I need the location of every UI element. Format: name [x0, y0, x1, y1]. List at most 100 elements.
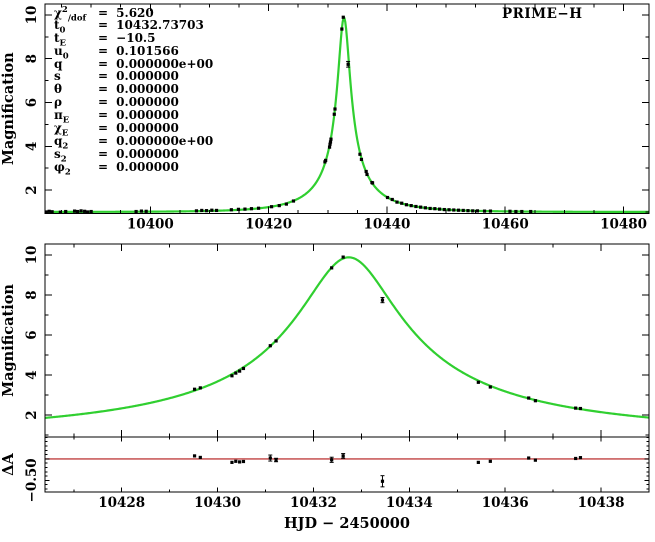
data-point	[527, 396, 531, 400]
data-point	[520, 209, 524, 214]
y-tick-label: 10	[24, 246, 40, 265]
data-point	[340, 27, 344, 31]
y-tick-label: 8	[24, 290, 40, 299]
data-point	[476, 460, 480, 464]
parameter-value: 0.000000	[112, 69, 179, 84]
equals-sign: =	[98, 133, 109, 148]
x-tick-label: 10400	[127, 217, 174, 233]
data-point	[50, 210, 54, 214]
res-data-points	[192, 453, 583, 488]
parameter-value: 10432.73703	[112, 17, 204, 32]
x-axis-title: HJD − 2450000	[284, 515, 410, 532]
data-point	[284, 202, 288, 206]
parameter-value: 0.000000	[112, 146, 179, 161]
parameter-symbol: χ2/dof	[54, 5, 87, 24]
fit-parameters: χ2/dof = 5.620 t0 = 10432.73703 tE = −10.5 u0 =…	[54, 5, 214, 177]
data-point	[437, 207, 442, 211]
data-point	[144, 209, 148, 213]
fit-parameter-line: q2 = 0.000000e+00	[54, 133, 214, 151]
data-point	[390, 197, 394, 202]
data-point	[256, 206, 261, 210]
top-frame	[44, 3, 650, 214]
data-point	[230, 460, 234, 464]
data-point	[385, 195, 390, 200]
data-point	[447, 208, 451, 212]
data-point	[79, 209, 83, 213]
data-point	[241, 366, 246, 371]
data-point	[333, 107, 337, 111]
data-point	[346, 62, 350, 66]
parameter-symbol: χE	[54, 121, 69, 139]
equals-sign: =	[98, 30, 109, 45]
equals-sign: =	[98, 43, 109, 58]
data-point	[269, 205, 274, 209]
fit-parameter-line: θ = 0.000000	[54, 82, 213, 96]
x-tick-label: 10428	[98, 495, 145, 511]
y-tick-label: 6	[24, 330, 40, 339]
y-tick-label: 2	[24, 185, 40, 194]
top-panel: 10400 10420 10440 10460 10480 2 4 6 8 10 Magnifica…	[0, 3, 650, 233]
data-point	[482, 209, 487, 213]
data-point	[332, 112, 336, 116]
top-data-points	[44, 15, 533, 214]
data-point	[236, 207, 241, 211]
data-point	[475, 209, 480, 213]
parameter-value: 0.000000	[112, 95, 179, 110]
data-point	[488, 459, 492, 463]
mid-y-axis-title: Magnification	[0, 284, 17, 397]
data-point	[328, 140, 333, 144]
data-point	[83, 209, 87, 213]
data-point	[380, 298, 385, 302]
data-point	[341, 15, 345, 19]
parameter-symbol: ρ	[54, 95, 62, 110]
parameter-value: 0.101566	[112, 43, 179, 58]
top-y-axis-title: Magnification	[0, 52, 17, 165]
data-point	[234, 371, 238, 375]
y-tick-label: 2	[24, 410, 40, 419]
data-point	[370, 181, 375, 185]
data-point	[527, 456, 531, 460]
data-point	[364, 169, 368, 174]
data-point	[234, 459, 238, 463]
y-tick-label: −0.50	[24, 458, 40, 502]
x-tick-label: 10438	[578, 495, 625, 511]
data-point	[72, 209, 77, 213]
data-point	[341, 255, 345, 259]
data-point	[47, 209, 51, 213]
parameter-value: 0.000000e+00	[112, 133, 214, 148]
data-point	[330, 266, 334, 270]
data-point	[442, 207, 446, 212]
data-point	[324, 158, 328, 162]
data-point	[514, 209, 518, 214]
data-point	[578, 456, 583, 460]
fit-parameter-line: u0 = 0.101566	[54, 43, 213, 61]
data-point	[574, 456, 578, 461]
data-point	[214, 208, 219, 213]
fit-parameter-line: q = 0.000000e+00	[54, 57, 213, 71]
res-panel: 10428 10430 10432 10434 10436 10438 −0.50 ΔA	[0, 436, 650, 511]
data-point	[476, 380, 480, 384]
equals-sign: =	[98, 159, 109, 174]
dataset-label: PRIME−H	[502, 6, 583, 22]
data-point	[327, 145, 332, 149]
mid-data-points	[192, 255, 583, 411]
equals-sign: =	[98, 95, 109, 110]
data-point	[75, 209, 80, 214]
data-point	[204, 209, 209, 213]
data-point	[139, 209, 144, 213]
parameter-symbol: φ2	[54, 159, 71, 178]
parameter-value: 5.620	[112, 6, 154, 20]
data-point	[230, 374, 234, 378]
data-point	[268, 456, 272, 460]
y-tick-label: 6	[24, 98, 40, 107]
x-tick-label: 10420	[245, 217, 292, 233]
x-tick-label: 10434	[386, 495, 433, 511]
data-point	[488, 385, 492, 389]
data-point	[192, 387, 197, 391]
data-point	[488, 209, 493, 213]
data-point	[452, 208, 456, 212]
y-tick-label: 4	[24, 142, 40, 151]
equals-sign: =	[98, 146, 109, 161]
